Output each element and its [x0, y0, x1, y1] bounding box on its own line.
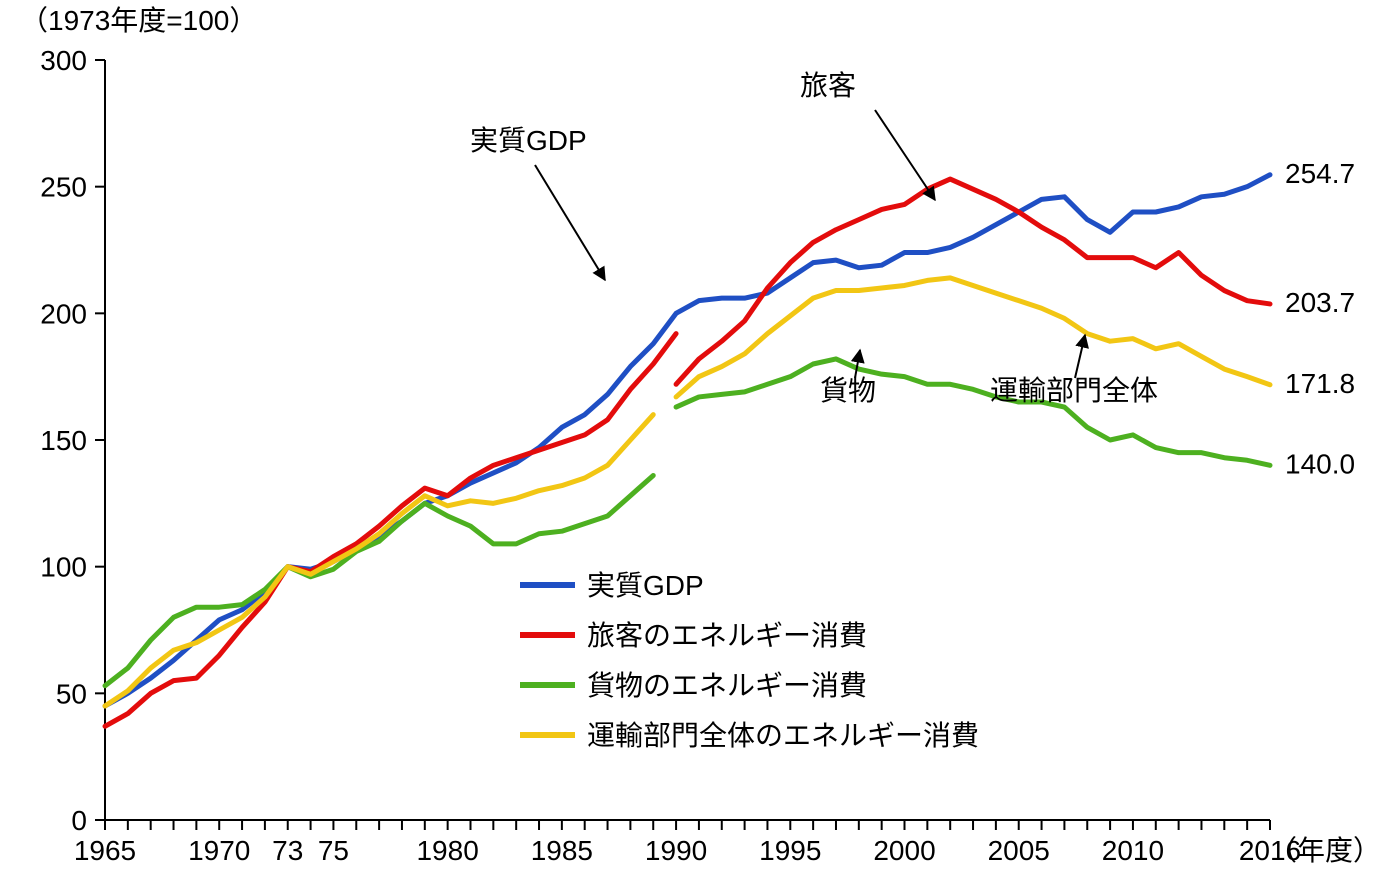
y-tick-label: 0: [71, 805, 87, 836]
x-tick-label: 2005: [988, 835, 1050, 866]
end-label-gdp: 254.7: [1285, 158, 1355, 189]
y-tick-label: 250: [40, 172, 87, 203]
line-chart: 0 50 100 150 200 250 300 1965 1970 73 75 1980 1985 19…: [0, 0, 1380, 883]
x-tick-label: 75: [318, 835, 349, 866]
end-label-passenger: 203.7: [1285, 287, 1355, 318]
x-axis-label: （年度）: [1269, 835, 1380, 866]
x-tick-label: 2010: [1102, 835, 1164, 866]
x-tick-label: 1995: [759, 835, 821, 866]
end-label-total: 171.8: [1285, 368, 1355, 399]
legend-label-total: 運輸部門全体のエネルギー消費: [587, 720, 979, 751]
chart-container: 0 50 100 150 200 250 300 1965 1970 73 75 1980 1985 19…: [0, 0, 1380, 883]
chart-subtitle: （1973年度=100）: [20, 5, 257, 36]
y-tick-label: 200: [40, 298, 87, 329]
x-tick-label: 1990: [645, 835, 707, 866]
legend-label-gdp: 実質GDP: [587, 570, 704, 601]
y-tick-label: 150: [40, 425, 87, 456]
annotation-label: 旅客: [800, 70, 856, 101]
annotation-label: 運輸部門全体: [990, 375, 1158, 406]
y-tick-label: 50: [56, 678, 87, 709]
annotation-label: 実質GDP: [470, 125, 587, 156]
x-tick-label: 73: [272, 835, 303, 866]
legend-label-passenger: 旅客のエネルギー消費: [587, 620, 867, 651]
annotation-label: 貨物: [820, 375, 876, 406]
legend-label-freight: 貨物のエネルギー消費: [587, 670, 867, 701]
y-tick-label: 100: [40, 552, 87, 583]
end-label-freight: 140.0: [1285, 448, 1355, 479]
x-tick-label: 1970: [188, 835, 250, 866]
x-tick-label: 1965: [74, 835, 136, 866]
y-tick-label: 300: [40, 45, 87, 76]
x-tick-label: 2000: [873, 835, 935, 866]
x-tick-label: 1980: [416, 835, 478, 866]
x-tick-label: 1985: [531, 835, 593, 866]
